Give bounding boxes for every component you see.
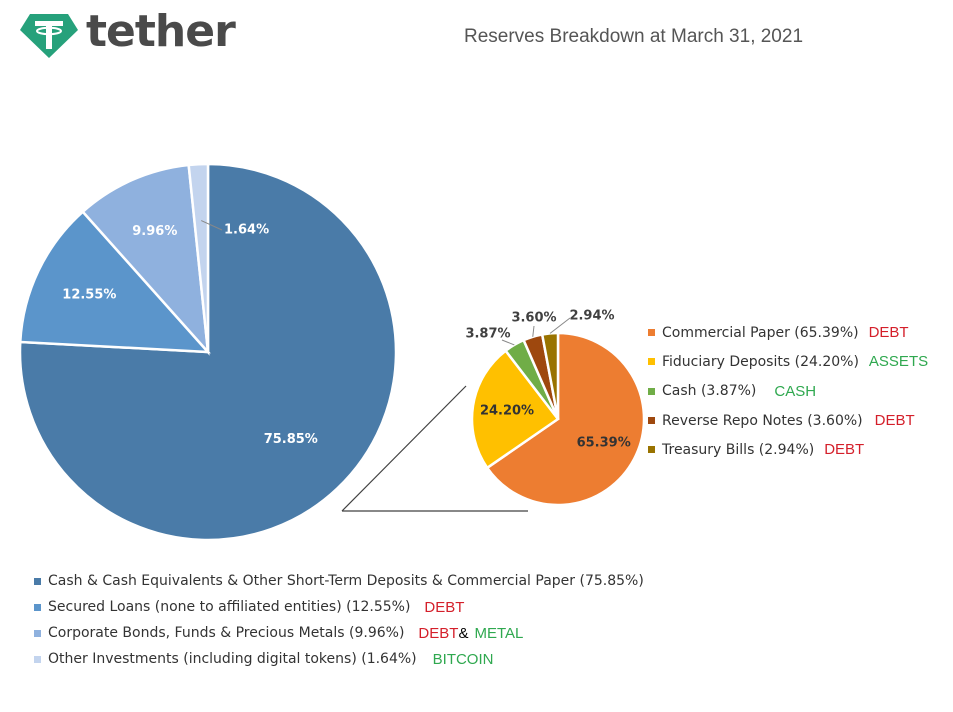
annotation-ampersand: & <box>458 624 469 642</box>
legend-swatch <box>648 358 655 366</box>
legend-swatch <box>34 629 41 637</box>
legend-swatch <box>648 387 655 395</box>
data-label: 75.85% <box>264 432 318 447</box>
legend-label: Cash (3.87%) <box>662 383 757 400</box>
annotation-cash: CASH <box>774 382 817 400</box>
annotation-bitcoin: BITCOIN <box>432 650 494 668</box>
legend-item: Cash (3.87%) CASH <box>648 377 928 406</box>
data-label: 3.60% <box>511 311 556 326</box>
pie-slice <box>187 162 210 353</box>
legend-large-pie: Cash & Cash Equivalents & Other Short-Te… <box>34 568 644 672</box>
tether-logo-icon <box>20 14 78 58</box>
legend-item: Reverse Repo Notes (3.60%) DEBT <box>648 406 928 435</box>
legend-label: Other Investments (including digital tok… <box>48 651 417 667</box>
legend-label: Commercial Paper (65.39%) <box>662 324 859 341</box>
legend-item: Other Investments (including digital tok… <box>34 646 644 672</box>
annotation-metal: METAL <box>474 624 524 642</box>
legend-label: Corporate Bonds, Funds & Precious Metals… <box>48 625 405 641</box>
pie-connector-lines <box>341 385 528 512</box>
data-label: 2.94% <box>569 309 614 324</box>
legend-swatch <box>648 417 655 425</box>
data-label: 12.55% <box>62 288 116 303</box>
legend-item: Treasury Bills (2.94%) DEBT <box>648 435 928 464</box>
legend-swatch <box>34 577 41 585</box>
legend-item: Corporate Bonds, Funds & Precious Metals… <box>34 620 644 646</box>
legend-item: Commercial Paper (65.39%) DEBT <box>648 318 928 347</box>
pie-slice <box>18 209 211 354</box>
leader-line <box>201 220 223 231</box>
legend-swatch <box>648 446 655 454</box>
legend-label: Secured Loans (none to affiliated entiti… <box>48 599 411 615</box>
pie-slice <box>485 331 646 507</box>
legend-swatch <box>648 329 655 337</box>
legend-label: Fiduciary Deposits (24.20%) <box>662 353 859 370</box>
legend-label: Treasury Bills (2.94%) <box>662 441 815 458</box>
legend-small-pie: Commercial Paper (65.39%) DEBT Fiduciary… <box>648 318 928 464</box>
legend-label: Reverse Repo Notes (3.60%) <box>662 412 863 429</box>
leader-line <box>549 317 571 334</box>
pie-slice <box>470 348 560 470</box>
legend-swatch <box>34 655 41 663</box>
leader-line <box>501 339 515 346</box>
legend-item: Secured Loans (none to affiliated entiti… <box>34 594 644 620</box>
brand-name: tether <box>86 6 236 57</box>
annotation-debt: DEBT <box>418 624 459 642</box>
data-label: 24.20% <box>480 403 534 418</box>
annotation-debt: DEBT <box>824 441 865 459</box>
leader-line <box>532 325 535 337</box>
pie-slice <box>81 163 210 356</box>
legend-item: Fiduciary Deposits (24.20%) ASSETS <box>648 347 928 376</box>
data-label: 9.96% <box>132 224 177 239</box>
data-label: 1.64% <box>224 223 269 238</box>
data-label: 3.87% <box>465 327 510 342</box>
page-title: Reserves Breakdown at March 31, 2021 <box>464 26 804 47</box>
annotation-assets: ASSETS <box>868 353 929 371</box>
legend-swatch <box>34 603 41 611</box>
legend-label: Cash & Cash Equivalents & Other Short-Te… <box>48 573 644 589</box>
legend-item: Cash & Cash Equivalents & Other Short-Te… <box>34 568 644 594</box>
annotation-debt: DEBT <box>868 324 909 342</box>
pie-chart-cash-equivalents: 65.39% 24.20% 3.87%3.60% 2.94% <box>465 309 646 507</box>
pie-chart-reserves: 75.85% 12.55% 9.96% 1.64% <box>18 162 398 542</box>
data-label: 65.39% <box>577 435 631 450</box>
annotation-debt: DEBT <box>424 598 465 616</box>
annotation-debt: DEBT <box>874 412 915 430</box>
